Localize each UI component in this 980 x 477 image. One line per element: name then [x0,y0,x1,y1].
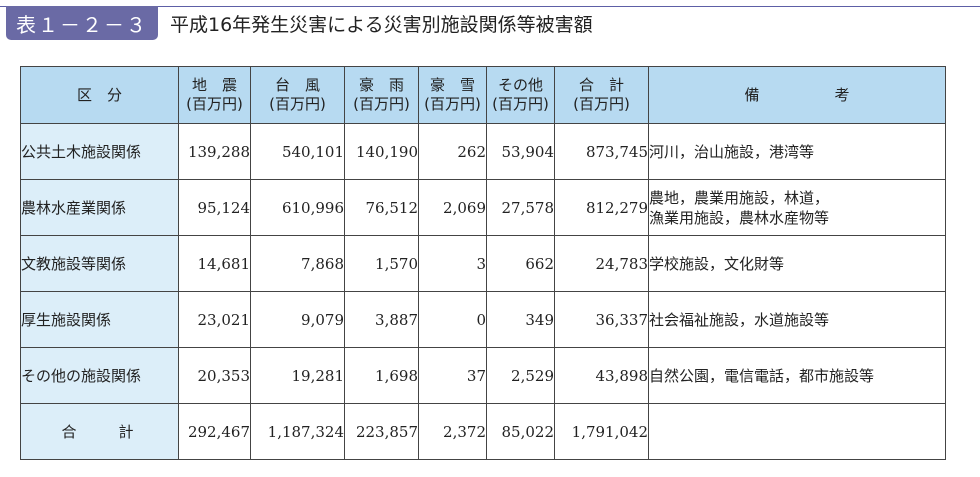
table-row: その他の施設関係 20,353 19,281 1,698 37 2,529 43… [20,347,946,404]
col-quake: 地 震 (百万円) [178,66,251,124]
row-label: 文教施設等関係 [20,235,179,292]
cell-typhoon: 9,079 [250,291,345,348]
header-rule [0,6,980,7]
table-number: 表１－２－３ [16,12,148,37]
total-quake: 292,467 [178,403,251,460]
cell-quake: 95,124 [178,179,251,236]
col-typhoon: 台 風 (百万円) [250,66,345,124]
cell-sum: 873,745 [554,123,649,180]
cell-typhoon: 7,868 [250,235,345,292]
cell-sum: 43,898 [554,347,649,404]
total-heavy-rain: 223,857 [344,403,419,460]
col-remarks: 備 考 [648,66,946,124]
cell-sum: 812,279 [554,179,649,236]
total-row: 合 計 292,467 1,187,324 223,857 2,372 85,0… [20,403,946,460]
total-typhoon: 1,187,324 [250,403,345,460]
col-sum: 合 計 (百万円) [554,66,649,124]
table-row: 農林水産業関係 95,124 610,996 76,512 2,069 27,5… [20,179,946,236]
cell-other: 27,578 [486,179,555,236]
table-row: 公共土木施設関係 139,288 540,101 140,190 262 53,… [20,123,946,180]
cell-quake: 14,681 [178,235,251,292]
row-label: 公共土木施設関係 [20,123,179,180]
cell-sum: 36,337 [554,291,649,348]
cell-typhoon: 610,996 [250,179,345,236]
cell-sum: 24,783 [554,235,649,292]
total-other: 85,022 [486,403,555,460]
cell-heavy-snow: 262 [418,123,487,180]
col-heavy-snow: 豪 雪 (百万円) [418,66,487,124]
row-label: 厚生施設関係 [20,291,179,348]
cell-remarks: 農地，農業用施設，林道， 漁業用施設，農林水産物等 [648,179,946,236]
cell-heavy-snow: 0 [418,291,487,348]
cell-heavy-rain: 3,887 [344,291,419,348]
cell-heavy-rain: 76,512 [344,179,419,236]
cell-other: 349 [486,291,555,348]
cell-remarks: 社会福祉施設，水道施設等 [648,291,946,348]
total-label: 合 計 [20,403,179,460]
row-label: 農林水産業関係 [20,179,179,236]
cell-quake: 20,353 [178,347,251,404]
cell-quake: 23,021 [178,291,251,348]
cell-heavy-snow: 2,069 [418,179,487,236]
cell-quake: 139,288 [178,123,251,180]
col-other: その他 (百万円) [486,66,555,124]
row-label: その他の施設関係 [20,347,179,404]
cell-typhoon: 19,281 [250,347,345,404]
cell-other: 662 [486,235,555,292]
col-category: 区 分 [20,66,179,124]
table-title: 平成16年発生災害による災害別施設関係等被害額 [170,14,593,36]
cell-heavy-rain: 1,698 [344,347,419,404]
cell-typhoon: 540,101 [250,123,345,180]
cell-other: 53,904 [486,123,555,180]
damage-table: 区 分 地 震 (百万円) 台 風 (百万円) 豪 雨 (百万円) 豪 雪 (百万円) … [20,66,946,460]
cell-other: 2,529 [486,347,555,404]
cell-remarks: 自然公園，電信電話，都市施設等 [648,347,946,404]
table-number-tag: 表１－２－３ [6,6,158,40]
table-row: 文教施設等関係 14,681 7,868 1,570 3 662 24,783 … [20,235,946,292]
total-sum: 1,791,042 [554,403,649,460]
total-heavy-snow: 2,372 [418,403,487,460]
header-row: 区 分 地 震 (百万円) 台 風 (百万円) 豪 雨 (百万円) 豪 雪 (百万円) … [20,66,946,124]
col-heavy-rain: 豪 雨 (百万円) [344,66,419,124]
cell-heavy-snow: 37 [418,347,487,404]
cell-remarks: 河川，治山施設，港湾等 [648,123,946,180]
cell-heavy-rain: 140,190 [344,123,419,180]
table-row: 厚生施設関係 23,021 9,079 3,887 0 349 36,337 社… [20,291,946,348]
cell-heavy-snow: 3 [418,235,487,292]
cell-remarks: 学校施設，文化財等 [648,235,946,292]
total-remarks [648,403,946,460]
cell-heavy-rain: 1,570 [344,235,419,292]
